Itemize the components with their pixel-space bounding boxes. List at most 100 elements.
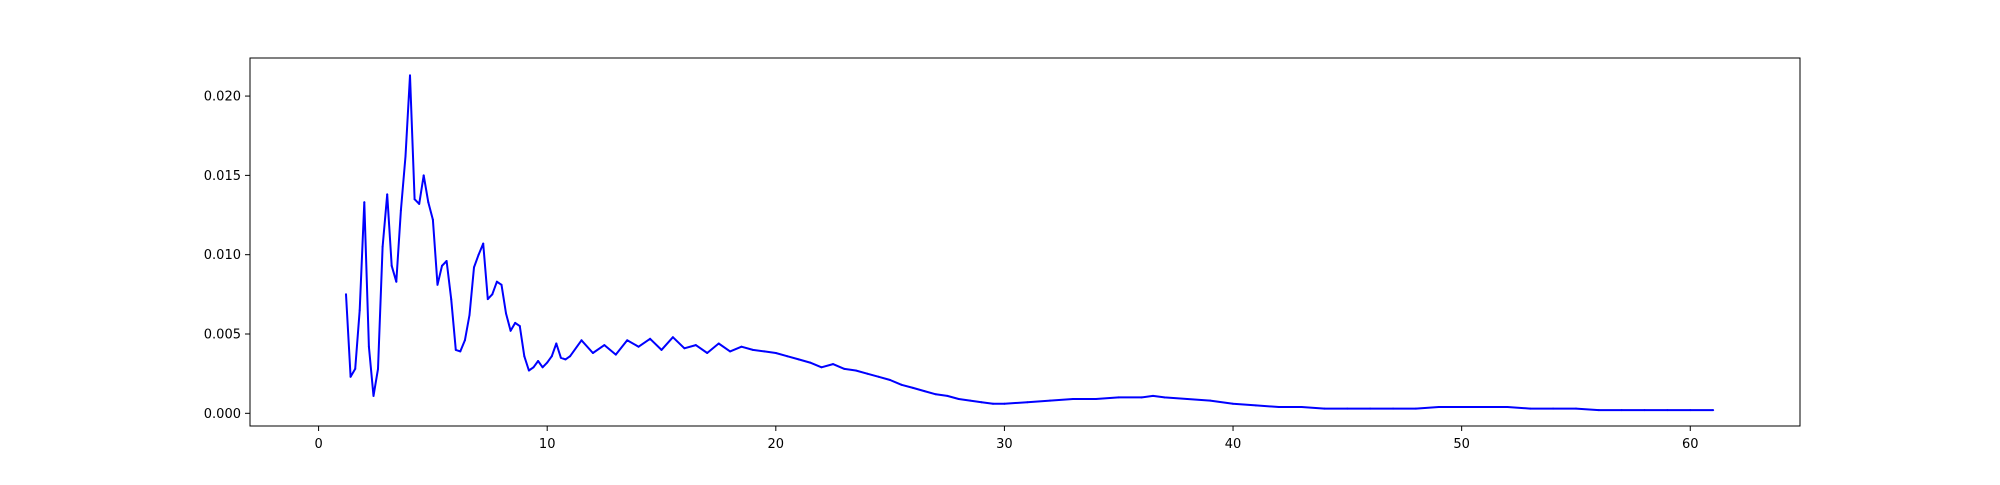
data-point [614,353,617,356]
data-point [1163,396,1166,399]
data-point [372,394,375,397]
data-point [463,339,466,342]
x-tick-label: 30 [996,437,1013,452]
data-point [349,375,352,378]
data-point [889,379,892,381]
data-point [509,329,512,332]
data-point [541,366,544,369]
data-point [1460,406,1463,408]
data-point [706,352,709,354]
data-point [671,336,674,339]
data-point [431,218,434,221]
data-point [559,356,562,359]
data-point [797,358,800,361]
data-point [729,350,732,353]
data-point [660,348,663,351]
data-point [390,264,393,267]
data-point [934,393,937,396]
data-point [774,352,777,354]
data-point [580,339,583,342]
data-point [877,375,880,378]
data-point [413,198,416,201]
data-point [546,361,549,364]
data-point [1437,406,1440,408]
data-point [427,201,430,204]
data-point [751,348,754,351]
data-point [1209,399,1212,402]
data-point [1300,406,1303,408]
data-point [473,266,475,269]
y-tick-label: 0.010 [204,248,241,263]
data-point [505,312,507,315]
data-point [637,345,640,348]
data-point [381,245,384,248]
data-point [1666,409,1669,412]
data-point [649,337,652,340]
data-point [345,293,347,296]
data-point [409,74,411,77]
data-point [500,283,503,286]
axis-ticks: 0 10 20 30 40 50 60 0.000 0.005 0.010 0.015 0.020 [204,90,1699,452]
data-point [1392,407,1395,410]
data-point [569,355,572,358]
data-point [1232,402,1234,405]
data-point [923,390,926,393]
data-point [1712,409,1715,412]
data-point [740,345,743,348]
data-point [1643,409,1646,412]
data-point [969,399,972,402]
data-point [1254,404,1257,407]
x-tick-label: 40 [1225,437,1242,452]
data-point [1529,407,1532,410]
data-point [445,260,448,262]
data-point [900,383,903,386]
data-point [404,155,407,158]
data-point [1152,394,1154,397]
data-point [1140,396,1143,399]
data-point [866,372,869,375]
data-point [1620,409,1623,412]
data-point [912,386,914,389]
data-point [717,342,720,345]
x-tick-label: 0 [314,437,322,452]
data-point [386,193,389,196]
data-point [1049,399,1052,402]
data-point [491,293,494,296]
data-point [957,398,960,400]
data-point [367,345,370,348]
data-point [486,298,489,301]
y-tick-label: 0.015 [204,169,241,184]
data-point [603,344,606,347]
data-point [532,366,535,369]
data-point [436,283,439,286]
data-point [809,361,812,364]
data-point [1689,409,1692,412]
y-tick-label: 0.020 [204,90,241,105]
data-point [820,366,823,369]
data-point [1323,407,1326,410]
data-point [363,201,366,204]
y-tick-label: 0.000 [204,407,241,422]
data-point [992,402,994,405]
data-point [399,209,402,212]
data-point [1552,407,1555,410]
data-point [1414,407,1417,410]
data-point [537,360,540,362]
data-point [1346,407,1349,410]
data-point [832,363,834,366]
series-layer [345,74,1715,412]
data-point [550,355,553,358]
x-tick-label: 50 [1453,437,1470,452]
data-point [564,358,567,361]
data-point [1117,396,1120,399]
data-point [450,298,453,301]
data-point [454,348,457,351]
data-point [418,202,421,205]
data-point [694,344,697,347]
data-point [514,321,517,324]
data-point [523,355,526,358]
data-point [854,369,857,372]
data-point [477,253,480,256]
